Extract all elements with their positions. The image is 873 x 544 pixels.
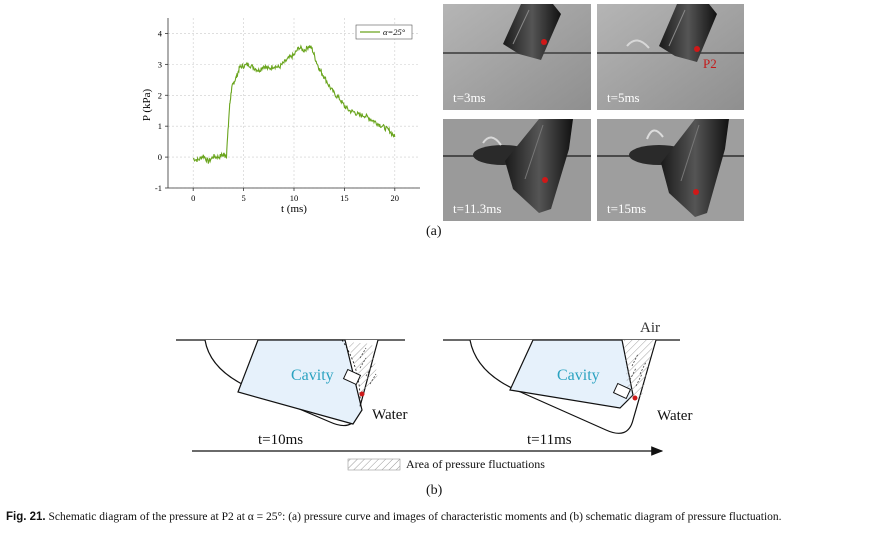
sensor-marker: [693, 189, 699, 195]
y-tick-label: 4: [158, 28, 163, 38]
cavity-label-right: Cavity: [557, 367, 600, 384]
time-label-left: t=10ms: [258, 432, 304, 448]
x-tick-label: 5: [241, 193, 245, 203]
y-tick-label: 1: [158, 121, 162, 131]
time-label-right: t=11ms: [527, 432, 572, 448]
photo-t15: t=15ms: [597, 119, 744, 221]
photo-t11-3: t=11.3ms: [443, 119, 591, 221]
photo-t3: t=3ms: [443, 4, 591, 110]
cavity-label-left: Cavity: [291, 367, 334, 384]
photo-time-label: t=5ms: [607, 90, 640, 105]
pressure-chart: 0 5 10 15 20 -1 0 1 2 3 4 α=25° t (ms) P (kPa): [141, 18, 420, 215]
sensor-marker: [541, 39, 547, 45]
air-label: Air: [640, 320, 660, 336]
panel-b-label: (b): [426, 483, 443, 498]
legend-box: [355, 24, 413, 40]
sensor-marker: [542, 177, 548, 183]
caption-label: Fig. 21.: [6, 511, 46, 523]
schematic-left: [176, 339, 405, 427]
photo-time-label: t=11.3ms: [453, 201, 502, 216]
chart-xlabel: t (ms): [281, 203, 307, 215]
pressure-schematic: [176, 339, 680, 471]
panel-a-label: (a): [426, 224, 442, 239]
series-line: [193, 44, 396, 164]
schematic-right: [443, 339, 680, 434]
x-tick-label: 0: [191, 193, 195, 203]
hatch-legend-label: Area of pressure fluctuations: [406, 457, 545, 471]
water-label-right: Water: [657, 408, 693, 424]
sensor-marker: [694, 46, 700, 52]
caption-text: Schematic diagram of the pressure at P2 …: [48, 511, 782, 523]
x-tick-label: 10: [290, 193, 299, 203]
photo-time-label: t=3ms: [453, 90, 486, 105]
y-tick-label: -1: [155, 183, 162, 193]
p2-label: P2: [703, 56, 717, 71]
water-label-left: Water: [372, 407, 408, 423]
x-tick-label: 15: [340, 193, 349, 203]
chart-legend: α=25°: [355, 24, 413, 40]
photo-time-label: t=15ms: [607, 201, 647, 216]
x-tick-label: 20: [391, 193, 400, 203]
figure-caption: Fig. 21. Schematic diagram of the pressu…: [6, 510, 866, 525]
chart-series: [193, 44, 396, 164]
legend-label: α=25°: [383, 27, 406, 37]
y-tick-label: 2: [158, 90, 162, 100]
chart-ticks: 0 5 10 15 20 -1 0 1 2 3 4: [155, 28, 399, 203]
chart-grid: [168, 18, 420, 189]
y-tick-label: 3: [158, 59, 162, 69]
chart-ylabel: P (kPa): [141, 89, 153, 122]
y-tick-label: 0: [158, 152, 162, 162]
photo-t5: P2 t=5ms: [597, 4, 744, 110]
